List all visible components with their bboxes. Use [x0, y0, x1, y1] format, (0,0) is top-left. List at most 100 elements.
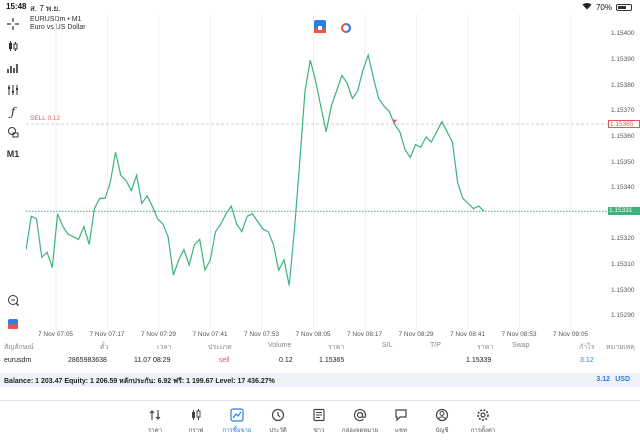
price-tick-label: 1.15350: [611, 158, 635, 166]
chart-icon: [176, 407, 216, 423]
settings-icon: [463, 407, 503, 423]
time-tick-label: 7 Nov 07:29: [141, 331, 177, 338]
position-type: sell: [219, 357, 230, 364]
balance-summary: Balance: 1 203.47 Equity: 1 206.59 หลักป…: [4, 378, 275, 385]
candles-icon[interactable]: [4, 38, 22, 54]
status-bar: 15:48 ส. 7 พ.ย. 70%: [0, 0, 640, 14]
time-tick-label: 7 Nov 07:53: [244, 331, 280, 338]
positions-header-cell[interactable]: Swap: [512, 342, 530, 349]
nav-account[interactable]: บัญชี: [422, 407, 462, 435]
position-price: 1.15339: [466, 357, 492, 364]
one-click-trading-icon[interactable]: [4, 316, 22, 332]
price-tick-label: 1.15300: [611, 286, 635, 294]
positions-header-cell[interactable]: ตั๋ว: [100, 344, 109, 351]
status-right: 70%: [582, 2, 632, 12]
battery-fill: [618, 5, 627, 9]
nav-chart[interactable]: กราฟ: [176, 407, 216, 435]
price-tick-label: 1.15400: [611, 30, 635, 38]
function-icon[interactable]: ƒ: [10, 105, 16, 119]
total-profit: 3.12: [596, 376, 610, 383]
nav-news-label: ข่าว: [313, 428, 325, 434]
position-open-price: 1.15365: [319, 357, 345, 364]
crosshair-icon[interactable]: [4, 16, 22, 32]
price-tick-label: 1.15310: [611, 260, 635, 268]
price-tick-label: 1.15340: [611, 184, 635, 192]
battery-icon: [616, 3, 632, 11]
zoom-icon[interactable]: [4, 292, 22, 308]
position-volume: 0.12: [279, 357, 293, 364]
position-ticket: 2865983638: [68, 357, 107, 364]
left-toolbar: ƒ M1: [0, 14, 26, 344]
account-currency: USD: [615, 376, 630, 383]
balance-bar: Balance: 1 203.47 Equity: 1 206.59 หลักป…: [0, 373, 640, 387]
quotes-icon: [135, 407, 175, 423]
time-tick-label: 7 Nov 08:53: [501, 331, 537, 338]
positions-header-cell[interactable]: ราคา: [328, 344, 345, 351]
price-tick-label: 1.15320: [611, 235, 635, 243]
bars-icon[interactable]: [4, 60, 22, 76]
time-tick-label: 7 Nov 08:05: [295, 331, 331, 338]
nav-history-label: ประวัติ: [269, 428, 287, 434]
nav-trade-label: การซื้อขาย: [222, 428, 252, 434]
nav-settings-label: การตั้งค่า: [470, 428, 496, 434]
indicators-icon[interactable]: [4, 82, 22, 98]
bottom-navigation: ราคา กราฟ การซื้อขาย ประวัติ ข่าว กล่องจ…: [0, 400, 640, 447]
price-tick-label: 1.15370: [611, 107, 635, 115]
news-icon: [299, 407, 339, 423]
clock: 15:48: [6, 2, 27, 11]
nav-chat[interactable]: แชท: [381, 407, 421, 435]
positions-header-cell[interactable]: เวลา: [157, 344, 172, 351]
trade-icon: [217, 407, 257, 423]
battery-percent: 70%: [595, 2, 612, 12]
trade-panel-icon[interactable]: [314, 20, 326, 33]
nav-account-label: บัญชี: [435, 428, 449, 434]
positions-header-cell[interactable]: ราคา: [477, 344, 494, 351]
sell-order-label: SELL 0.12: [30, 115, 61, 122]
positions-header-cell[interactable]: กำไร: [579, 344, 595, 351]
nav-settings[interactable]: การตั้งค่า: [463, 407, 503, 435]
position-symbol: eurusdm: [4, 357, 32, 364]
price-tick-label: 1.15390: [611, 56, 635, 64]
account-icon: [422, 407, 462, 423]
time-tick-label: 7 Nov 08:41: [450, 331, 486, 338]
bid-price-tag: 1.15331: [608, 207, 640, 216]
time-axis: 7 Nov 07:05 7 Nov 07:17 7 Nov 07:29 7 Nov 0…: [26, 329, 608, 341]
position-time: 11.07 08:29: [134, 357, 171, 364]
sell-price-tag: 1.15365: [608, 120, 640, 129]
time-tick-label: 7 Nov 08:29: [398, 331, 434, 338]
positions-header-cell[interactable]: ประเภท: [208, 344, 232, 351]
chat-icon: [381, 407, 421, 423]
positions-header-cell[interactable]: สัญลักษณ์: [4, 344, 34, 351]
nav-quotes-label: ราคา: [148, 428, 162, 434]
nav-news[interactable]: ข่าว: [299, 407, 339, 435]
positions-header-cell[interactable]: หมายเหตุ: [606, 344, 635, 351]
nav-mailbox[interactable]: กล่องจดหมาย: [340, 407, 380, 435]
positions-header-cell[interactable]: Volume: [268, 342, 292, 349]
position-row[interactable]: eurusdm 2865983638 11.07 08:29 sell 0.12…: [0, 357, 640, 369]
time-tick-label: 7 Nov 07:17: [89, 331, 125, 338]
price-tick-label: 1.15380: [611, 81, 635, 89]
positions-header-cell[interactable]: S/L: [382, 342, 393, 349]
time-tick-label: 7 Nov 07:41: [192, 331, 228, 338]
date: ส. 7 พ.ย.: [30, 4, 61, 13]
timeframe-button[interactable]: M1: [6, 149, 20, 159]
history-icon: [258, 407, 298, 423]
symbol-description: Euro vs US Dollar: [30, 24, 86, 31]
positions-header: สัญลักษณ์ ตั๋ว เวลา ประเภท Volume ราคา S/L T/P ร…: [0, 342, 640, 354]
depth-icon[interactable]: [340, 20, 352, 33]
nav-trade[interactable]: การซื้อขาย: [217, 407, 257, 435]
price-tick-label: 1.15290: [611, 312, 635, 320]
position-profit: 3.12: [580, 357, 594, 364]
nav-chat-label: แชท: [395, 428, 407, 434]
sell-marker: [392, 119, 398, 124]
price-chart[interactable]: [26, 14, 608, 329]
objects-icon[interactable]: [4, 124, 22, 140]
price-axis: 1.15400 1.15390 1.15380 1.15370 1.15360 1.153…: [608, 14, 640, 344]
positions-header-cell[interactable]: T/P: [430, 342, 441, 349]
time-tick-label: 7 Nov 08:17: [347, 331, 383, 338]
chart-area[interactable]: EURUSDm • M1 Euro vs US Dollar SELL 0.12: [26, 14, 640, 344]
nav-quotes[interactable]: ราคา: [135, 407, 175, 435]
nav-mailbox-label: กล่องจดหมาย: [341, 428, 379, 434]
nav-history[interactable]: ประวัติ: [258, 407, 298, 435]
nav-chart-label: กราฟ: [188, 428, 204, 434]
